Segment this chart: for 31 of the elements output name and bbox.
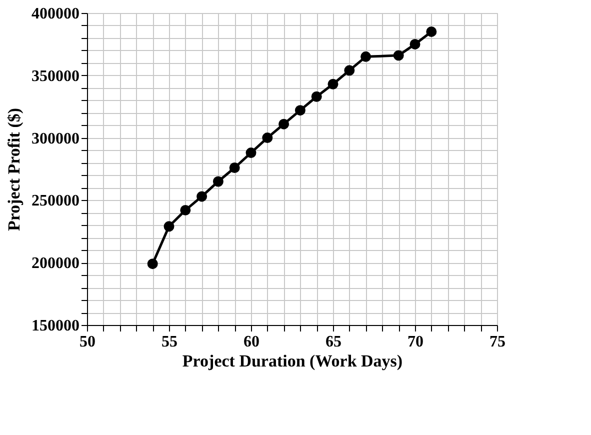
point xyxy=(328,78,338,90)
y-tick-label: 300000 xyxy=(32,130,80,148)
point xyxy=(164,221,174,232)
point xyxy=(278,118,290,130)
point xyxy=(393,50,404,61)
x-tick-label: 65 xyxy=(326,334,342,350)
point xyxy=(229,162,240,173)
y-tick-label: 250000 xyxy=(32,192,80,210)
x-tick-label: 75 xyxy=(490,334,506,350)
x-tick-label: 55 xyxy=(162,334,178,350)
point xyxy=(212,176,224,187)
point xyxy=(180,204,191,216)
x-axis-title: Project Duration (Work Days) xyxy=(182,352,403,370)
point xyxy=(426,26,437,37)
point xyxy=(360,51,372,62)
x-tick-label: 60 xyxy=(244,334,260,350)
y-tick-label: 200000 xyxy=(32,255,80,272)
point xyxy=(246,148,256,158)
y-axis-title: Project Profit ($) xyxy=(4,108,24,232)
point xyxy=(196,191,208,202)
y-tick-label: 150000 xyxy=(32,318,80,334)
y-tick-label: 350000 xyxy=(32,68,80,85)
point xyxy=(294,105,306,116)
y-tick-label: 400000 xyxy=(32,6,80,22)
point xyxy=(344,65,355,76)
point xyxy=(311,91,322,102)
x-tick-label: 50 xyxy=(80,334,96,350)
point xyxy=(147,258,158,270)
point xyxy=(410,38,420,50)
x-tick-label: 70 xyxy=(408,334,424,350)
point xyxy=(262,132,273,144)
